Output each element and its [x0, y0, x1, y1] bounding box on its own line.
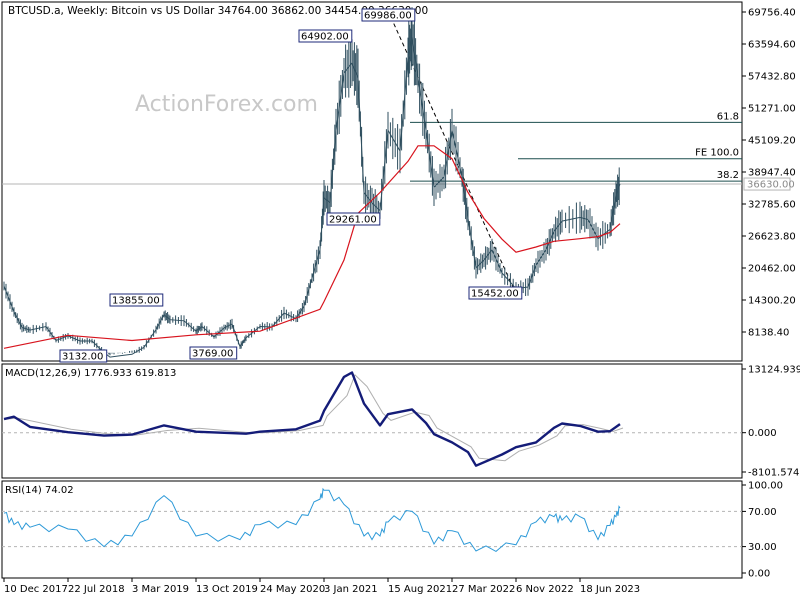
- price-annotation-box: [326, 212, 381, 226]
- macd-y-tick-label: -8101.574: [748, 468, 799, 479]
- price-annotation-label: 69986.00: [364, 11, 412, 22]
- rsi-y-tick-label: 70.00: [748, 507, 777, 518]
- macd-y-tick-label: 13124.939: [748, 365, 800, 376]
- price-y-axis: 69756.40 63594.60 57432.80 51271.00 45109.20…: [742, 8, 796, 339]
- price-y-tick-label: 26623.80: [748, 232, 796, 243]
- price-annotation-box: [189, 346, 238, 360]
- price-series-group: [3, 7, 621, 358]
- macd-panel: MACD(12,26,9) 1776.933 619.813 13124.939…: [1, 363, 800, 479]
- price-annotation-label: 64902.00: [301, 32, 349, 43]
- price-y-tick-label: 45109.20: [748, 136, 796, 147]
- level-label: FE 100.0: [695, 148, 739, 159]
- price-y-tick-label: 14300.20: [748, 296, 796, 307]
- macd-y-tick-label: 0.000: [748, 428, 777, 439]
- macd-line: [3, 371, 621, 467]
- time-axis: 10 Dec 2017 22 Jul 2018 3 Mar 2019 13 Oct 2…: [3, 578, 640, 595]
- price-annotation-box: [361, 8, 416, 22]
- fibonacci-levels: 61.8 FE 100.0 38.2: [387, 10, 742, 295]
- price-y-tick-label: 20462.00: [748, 264, 796, 275]
- price-y-tick-label: 57432.80: [748, 72, 796, 83]
- level-label: 61.8: [717, 111, 739, 122]
- x-tick-label: 27 Mar 2022: [452, 584, 515, 595]
- macd-panel-frame: [1, 363, 743, 479]
- rsi-y-tick-label: 100.00: [748, 481, 783, 492]
- current-price-tag: [743, 177, 791, 191]
- macd-label: MACD(12,26,9) 1776.933 619.813: [5, 368, 176, 379]
- price-y-tick-label: 8138.40: [748, 328, 789, 339]
- price-annotation-box: [298, 29, 353, 43]
- moving-average-line: [3, 145, 621, 349]
- x-tick-label: 22 Jul 2018: [68, 584, 125, 595]
- x-tick-label: 15 Aug 2021: [388, 584, 452, 595]
- macd-signal-line: [6, 374, 624, 462]
- watermark: ActionForex.com: [135, 92, 318, 117]
- x-tick-label: 13 Oct 2019: [196, 584, 258, 595]
- current-price-label: 36630.00: [747, 180, 795, 191]
- price-annotations-group: 69986.00 64902.00 13855.00 29261.00 15452.00…: [59, 8, 523, 363]
- price-annotation-label: 15452.00: [471, 289, 519, 300]
- price-annotation-label: 3769.00: [192, 349, 233, 360]
- rsi-panel-frame: [1, 480, 743, 579]
- price-y-tick-label: 38947.40: [748, 168, 796, 179]
- close-line: [3, 36, 621, 358]
- rsi-panel: RSI(14) 74.02 100.00 70.00 30.00 0.00: [1, 480, 783, 580]
- macd-series-group: [3, 371, 624, 467]
- price-annotation-label: 3132.00: [62, 352, 103, 363]
- price-y-tick-label: 63594.60: [748, 40, 796, 51]
- x-tick-label: 3 Jan 2021: [324, 584, 378, 595]
- price-annotation-label: 13855.00: [112, 296, 160, 307]
- level-label: 38.2: [717, 170, 739, 181]
- price-y-tick-label: 32785.60: [748, 200, 796, 211]
- rsi-y-tick-label: 30.00: [748, 542, 777, 553]
- price-annotation-label: 29261.00: [329, 215, 377, 226]
- price-annotation-box: [59, 349, 108, 363]
- price-annotation-box: [468, 286, 523, 300]
- x-tick-label: 3 Mar 2019: [132, 584, 189, 595]
- rsi-series-group: [3, 487, 621, 553]
- rsi-label: RSI(14) 74.02: [5, 485, 74, 496]
- rsi-y-tick-label: 0.00: [748, 569, 770, 580]
- chart-header: BTCUSD.a, Weekly: Bitcoin vs US Dollar 3…: [8, 5, 428, 17]
- x-tick-label: 24 May 2020: [260, 584, 325, 595]
- x-tick-label: 18 Jun 2023: [580, 584, 640, 595]
- price-y-tick-label: 51271.00: [748, 104, 796, 115]
- rsi-line: [3, 487, 621, 553]
- price-y-tick-label: 69756.40: [748, 8, 796, 19]
- macd-y-axis: 13124.939 0.000 -8101.574: [742, 365, 800, 479]
- rsi-y-axis: 100.00 70.00 30.00 0.00: [742, 481, 783, 580]
- price-annotation-box: [109, 293, 164, 307]
- x-tick-label: 6 Nov 2022: [516, 584, 574, 595]
- x-tick-label: 10 Dec 2017: [4, 584, 68, 595]
- price-panel: BTCUSD.a, Weekly: Bitcoin vs US Dollar 3…: [1, 1, 796, 363]
- trendline: [387, 10, 517, 295]
